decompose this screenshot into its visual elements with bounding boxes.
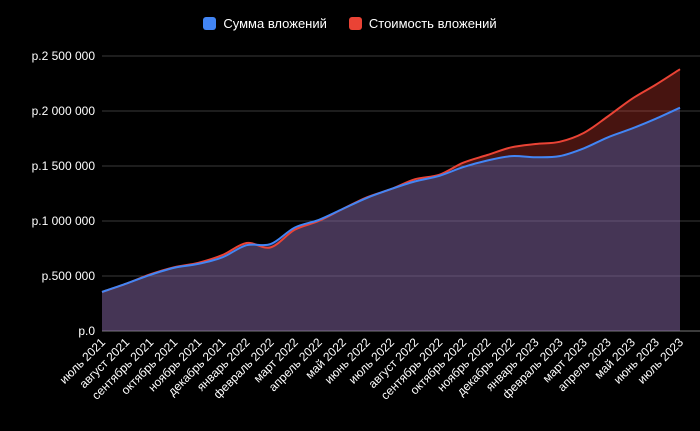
legend-label-value: Стоимость вложений [368, 16, 497, 31]
legend-item-sum[interactable]: Сумма вложений [203, 16, 327, 31]
legend-swatch-sum [203, 17, 217, 30]
area-fill-value [102, 69, 680, 331]
series-areas [102, 69, 680, 331]
y-tick-label: р.0 [78, 324, 95, 338]
y-tick-label: р.2 000 000 [32, 104, 96, 118]
y-tick-label: р.1 000 000 [32, 214, 96, 228]
chart-legend: Сумма вложений Стоимость вложений [0, 16, 700, 31]
legend-swatch-value [348, 17, 362, 30]
y-tick-label: р.500 000 [42, 269, 96, 283]
y-tick-label: р.2 500 000 [32, 49, 96, 63]
series-line-sum[interactable] [101, 106, 681, 293]
y-axis-ticks: р.0 р.500 000 р.1 000 000 р.1 500 000 р.2 00… [32, 49, 96, 338]
legend-item-value[interactable]: Стоимость вложений [348, 16, 497, 31]
grid-lines [102, 55, 700, 332]
series-lines [101, 68, 681, 293]
legend-label-sum: Сумма вложений [223, 16, 327, 31]
y-tick-label: р.1 500 000 [32, 159, 96, 173]
area-fill-sum [102, 107, 680, 331]
